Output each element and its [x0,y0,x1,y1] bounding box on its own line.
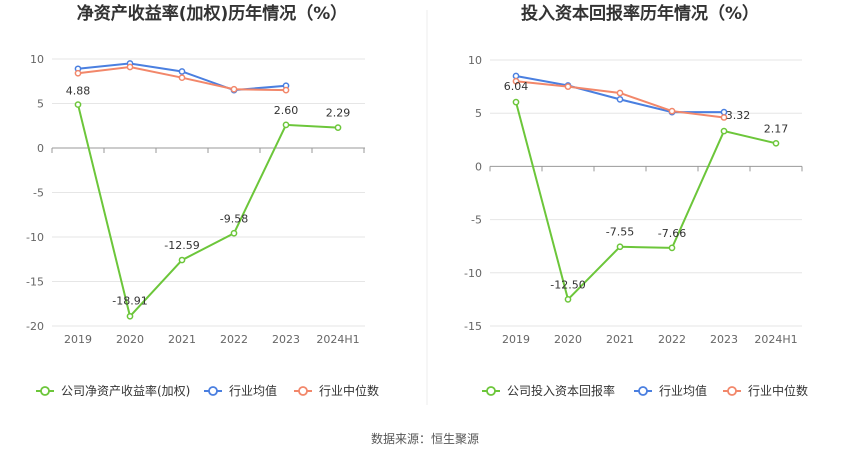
legend-item-company[interactable]: 公司投入资本回报率 [482,383,615,398]
y-tick-label: 10 [468,54,482,67]
data-point-company[interactable] [282,121,290,129]
legend-label: 行业均值 [659,383,707,398]
data-point-company[interactable] [668,244,676,252]
x-tick-label: 2022 [658,333,686,346]
data-point-company[interactable] [126,312,134,320]
data-point-median[interactable] [616,89,624,97]
x-tick-label: 2023 [272,333,300,346]
y-tick-label: -10 [26,231,44,244]
data-point-median[interactable] [564,83,572,90]
data-point-company[interactable] [720,127,728,135]
legend-item-company[interactable]: 公司净资产收益率(加权) [36,383,190,398]
legend-item-avg[interactable]: 行业均值 [634,383,707,398]
data-source: 数据来源：恒生聚源 [371,431,479,446]
data-point-median[interactable] [720,114,728,121]
legend-label: 行业中位数 [748,383,808,398]
series-line-company [77,104,339,319]
x-tick-label: 2024H1 [316,333,359,346]
x-tick-label: 2021 [168,333,196,346]
data-point-company[interactable] [512,98,520,106]
legend-label: 行业均值 [229,383,277,398]
data-point-median[interactable] [74,69,82,77]
y-tick-label: -15 [26,276,44,289]
roic-chart: 投入资本回报率历年情况（%） 10 5 0 -5 -10 -15 2019 2020 2021 20… [464,3,808,398]
data-label: -18.91 [112,294,147,307]
legend-marker [40,386,50,396]
legend-marker [208,386,218,396]
x-tick-label: 2024H1 [754,333,797,346]
x-tick-label: 2021 [606,333,634,346]
legend-label: 行业中位数 [319,383,379,398]
data-point-company[interactable] [616,243,624,251]
data-point-avg[interactable] [616,96,624,103]
x-tick-label: 2019 [64,333,92,346]
legend-item-avg[interactable]: 行业均值 [204,383,277,398]
roe-chart: 净资产收益率(加权)历年情况（%） 10 5 0 -5 -10 -15 -20 2019 2020… [26,3,379,398]
data-label: 2.29 [326,107,351,120]
series-line-company [515,101,777,302]
x-tick-label: 2019 [502,333,530,346]
data-label: -12.50 [550,278,585,291]
x-tick-label: 2020 [554,333,582,346]
data-point-median[interactable] [178,74,186,82]
y-tick-label: -10 [464,267,482,280]
x-tick-label: 2022 [220,333,248,346]
data-point-company[interactable] [178,256,186,264]
legend-marker [727,386,737,396]
data-label: -7.55 [606,226,634,239]
data-point-avg[interactable] [178,68,186,75]
data-point-avg[interactable] [512,72,520,80]
legend-item-median[interactable]: 行业中位数 [294,383,379,398]
y-tick-label: -20 [26,320,44,333]
data-point-median[interactable] [282,86,290,94]
data-label: -12.59 [164,239,199,252]
data-point-company[interactable] [230,229,238,237]
data-point-company[interactable] [74,101,82,108]
data-point-median[interactable] [230,85,238,93]
data-point-median[interactable] [512,77,520,85]
y-tick-label: 5 [37,98,44,111]
data-point-company[interactable] [772,139,780,147]
y-tick-label: 0 [37,142,44,155]
y-tick-label: 5 [475,107,482,120]
y-tick-label: -5 [33,187,44,200]
legend-label: 公司净资产收益率(加权) [61,383,190,398]
y-tick-label: 0 [475,160,482,173]
data-label: -9.58 [220,212,248,225]
legend-marker [298,386,308,396]
x-tick-label: 2020 [116,333,144,346]
data-label: 2.17 [764,122,789,135]
data-point-company[interactable] [564,296,572,303]
data-label: 3.32 [726,109,751,122]
chart-title: 净资产收益率(加权)历年情况（%） [77,3,348,24]
y-tick-label: 10 [30,53,44,66]
legend-marker [638,386,648,396]
y-tick-label: -15 [464,320,482,333]
data-label: 2.60 [274,104,299,117]
data-label: -7.66 [658,227,686,240]
data-point-median[interactable] [126,63,134,71]
legend-marker [486,386,496,396]
data-point-company[interactable] [334,124,342,131]
legend-label: 公司投入资本回报率 [507,383,615,398]
data-point-median[interactable] [668,107,676,115]
data-label: 4.88 [66,85,91,98]
y-tick-label: -5 [471,214,482,227]
chart-title: 投入资本回报率历年情况（%） [521,3,759,24]
x-tick-label: 2023 [710,333,738,346]
legend-item-median[interactable]: 行业中位数 [723,383,808,398]
data-label: 6.04 [504,80,529,93]
